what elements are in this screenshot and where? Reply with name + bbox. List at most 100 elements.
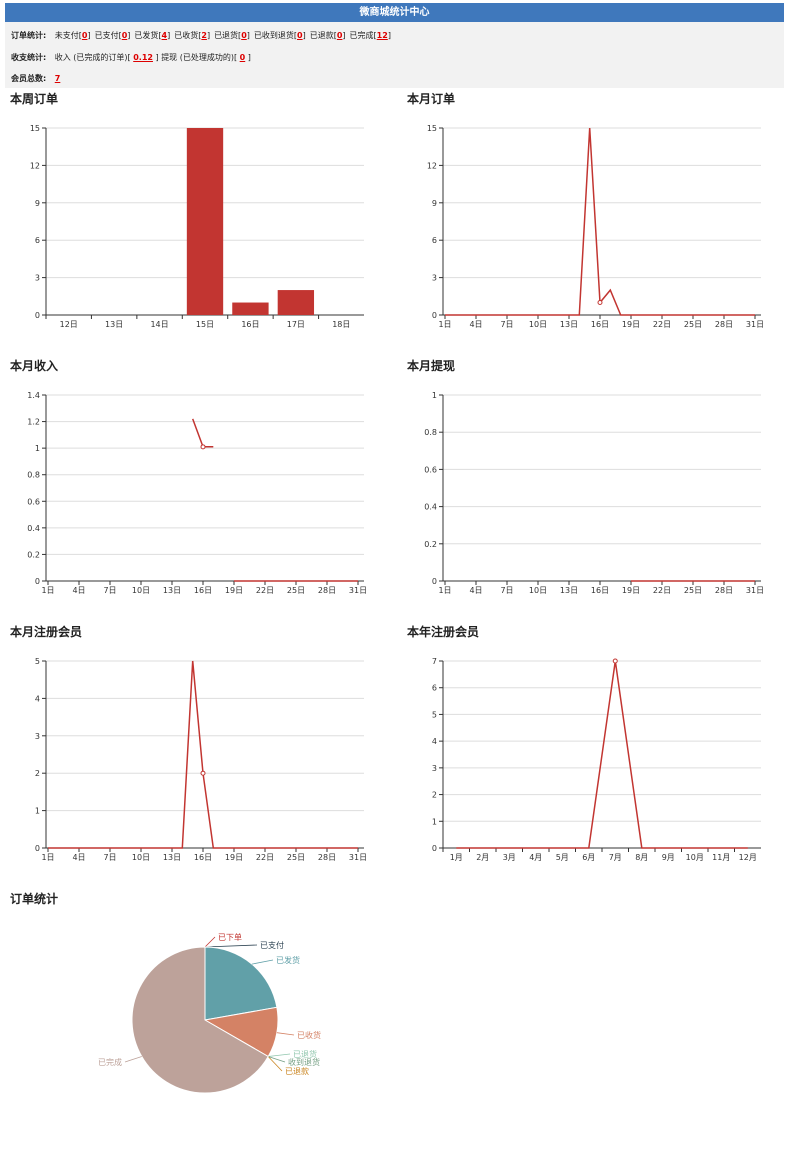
x-tick-label: 1日 [41,853,54,862]
chart-title-order-pie: 订单统计 [10,892,59,906]
order-stat-bracket: ] [206,31,211,40]
y-tick-label: 0 [432,844,437,853]
x-tick-label: 28日 [318,853,336,862]
x-tick-label: 19日 [225,586,243,595]
pie-label: 已收货 [297,1030,321,1040]
y-tick-label: 0.2 [424,540,437,549]
x-tick-label: 31日 [349,853,367,862]
data-point [200,770,206,776]
chart-title-month-orders: 本月订单 [407,92,456,106]
x-tick-label: 31日 [746,320,764,329]
y-tick-label: 5 [35,657,40,666]
pie-label-line [267,1056,283,1072]
y-tick-label: 0 [432,577,437,586]
pie-label-line [268,1053,291,1057]
x-tick-label: 5月 [556,853,569,862]
order-stat-bracket: ] [246,31,250,40]
y-tick-label: 15 [427,124,437,133]
order-stat-value[interactable]: 12 [376,31,388,40]
y-tick-label: 12 [427,161,437,170]
x-tick-label: 4日 [469,586,482,595]
x-tick-label: 10日 [132,586,150,595]
x-tick-label: 10日 [529,586,547,595]
finance-stats-label: 收支统计: [11,53,47,62]
x-tick-label: 1月 [450,853,463,862]
y-tick-label: 15 [30,124,40,133]
stats-header: 微商城统计中心 [5,3,784,22]
x-tick-label: 8月 [635,853,648,862]
x-tick-label: 10日 [132,853,150,862]
y-tick-label: 6 [432,236,437,245]
order-stat-value[interactable]: 4 [161,31,168,40]
x-tick-label: 4日 [72,586,85,595]
order-stat-label: 已发货[ [134,31,162,40]
pie-label-line [268,1056,286,1063]
order-stat-value[interactable]: 0 [81,31,88,40]
member-count[interactable]: 7 [54,74,61,83]
x-tick-label: 25日 [684,320,702,329]
x-tick-label: 14日 [150,320,168,329]
order-stat-value[interactable]: 0 [241,31,247,40]
x-tick-label: 22日 [653,320,671,329]
order-stat-bracket: ] [302,31,306,40]
order-stat-label: 已收到退货[ [253,31,298,40]
y-tick-label: 1.2 [27,418,40,427]
y-tick-label: 4 [432,737,437,746]
x-tick-label: 9月 [662,853,675,862]
x-tick-label: 1日 [41,586,54,595]
order-stat-label: 已完成[ [349,31,377,40]
x-tick-label: 18日 [332,320,350,329]
x-tick-label: 13日 [560,586,578,595]
x-tick-label: 1日 [438,586,451,595]
pie-slice [204,946,278,1021]
y-tick-label: 0 [35,311,40,320]
x-tick-label: 25日 [287,853,305,862]
chart-title-year-members: 本年注册会员 [407,625,480,639]
x-tick-label: 7日 [500,586,513,595]
x-tick-label: 25日 [287,586,305,595]
order-stat-label: 未支付[ [54,31,82,40]
x-tick-label: 4日 [469,320,482,329]
income-value[interactable]: 0.12 [133,53,153,62]
y-tick-label: 0 [432,311,437,320]
x-tick-label: 19日 [622,320,640,329]
chart-title-month-withdraw: 本月提现 [407,359,456,373]
x-tick-label: 31日 [349,586,367,595]
series-line [456,660,748,849]
pie-label: 已完成 [98,1057,122,1067]
y-tick-label: 1 [432,391,437,400]
order-stat-label: 已退款[ [309,31,337,40]
x-tick-label: 16日 [194,853,212,862]
stats-panel: 微商城统计中心 订单统计: 未支付[0] 已支付[0] 已发货[4] 已收货[2] 已退… [5,3,784,88]
order-stat-bracket: ] [342,31,346,40]
order-stat-value[interactable]: 0 [297,31,303,40]
x-tick-label: 28日 [715,586,733,595]
order-stat-value[interactable]: 2 [201,31,207,40]
pie-label: 已发货 [276,955,300,965]
finance-stats-row: 收支统计: 收入 (已完成的订单)[ 0.12 ] 提现 (已处理成功的)[ 0… [11,53,251,62]
y-tick-label: 1 [432,817,437,826]
x-tick-label: 11月 [712,853,730,862]
x-tick-label: 4月 [529,853,542,862]
x-tick-label: 13日 [105,320,123,329]
x-tick-label: 22日 [653,586,671,595]
y-tick-label: 0.6 [424,465,437,474]
bar [277,290,315,315]
withdraw-value[interactable]: 0 [239,53,246,62]
y-tick-label: 0 [35,844,40,853]
x-tick-label: 7日 [103,853,116,862]
pie-label-line [251,959,274,965]
order-stat-value[interactable]: 0 [336,31,343,40]
y-tick-label: 3 [35,732,40,741]
y-tick-label: 0.4 [27,524,40,533]
x-tick-label: 10日 [529,320,547,329]
order-stat-value[interactable]: 0 [121,31,128,40]
y-tick-label: 2 [432,791,437,800]
y-tick-label: 0.6 [27,497,40,506]
pie-slice [131,946,269,1094]
y-tick-label: 6 [35,236,40,245]
bar [186,128,224,315]
income-label: 收入 (已完成的订单) [54,53,128,62]
